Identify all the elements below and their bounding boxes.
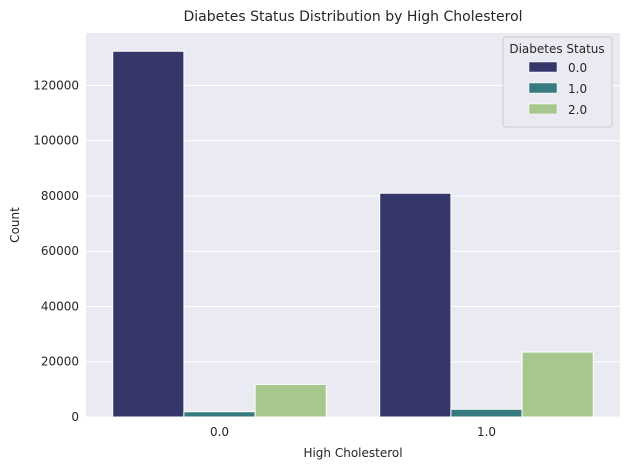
x-tick-label: 0.0: [210, 425, 229, 439]
bar: [450, 408, 523, 418]
y-tick-label: 0: [71, 410, 79, 424]
legend-title: Diabetes Status: [509, 42, 604, 56]
bar: [254, 383, 327, 418]
y-tick-label: 120000: [33, 78, 79, 92]
y-tick-label: 60000: [41, 244, 79, 258]
legend-swatch: [528, 61, 558, 73]
y-tick-label: 20000: [41, 355, 79, 369]
x-tick-label: 1.0: [477, 425, 496, 439]
y-tick-labels: 0 20000 40000 60000 80000 100000 120000: [33, 78, 79, 424]
y-tick-label: 40000: [41, 299, 79, 313]
legend-swatch: [528, 82, 558, 94]
x-tick-labels: 0.0 1.0: [210, 425, 496, 439]
legend-items: 0.0 1.0 2.0: [528, 61, 587, 117]
y-tick-label: 80000: [41, 189, 79, 203]
y-axis-label: Count: [8, 207, 22, 243]
y-tick-label: 100000: [33, 134, 79, 148]
legend-label: 0.0: [568, 61, 587, 75]
bar: [183, 411, 256, 418]
bar: [379, 192, 452, 418]
legend: Diabetes Status 0.0 1.0 2.0: [502, 36, 613, 128]
x-axis-label: High Cholesterol: [303, 446, 402, 460]
bar: [521, 351, 594, 418]
bar: [112, 50, 185, 418]
legend-label: 1.0: [568, 82, 587, 96]
chart-title: Diabetes Status Distribution by High Cho…: [183, 9, 522, 25]
bars: [112, 50, 594, 418]
legend-swatch: [528, 103, 558, 115]
legend-label: 2.0: [568, 103, 587, 117]
